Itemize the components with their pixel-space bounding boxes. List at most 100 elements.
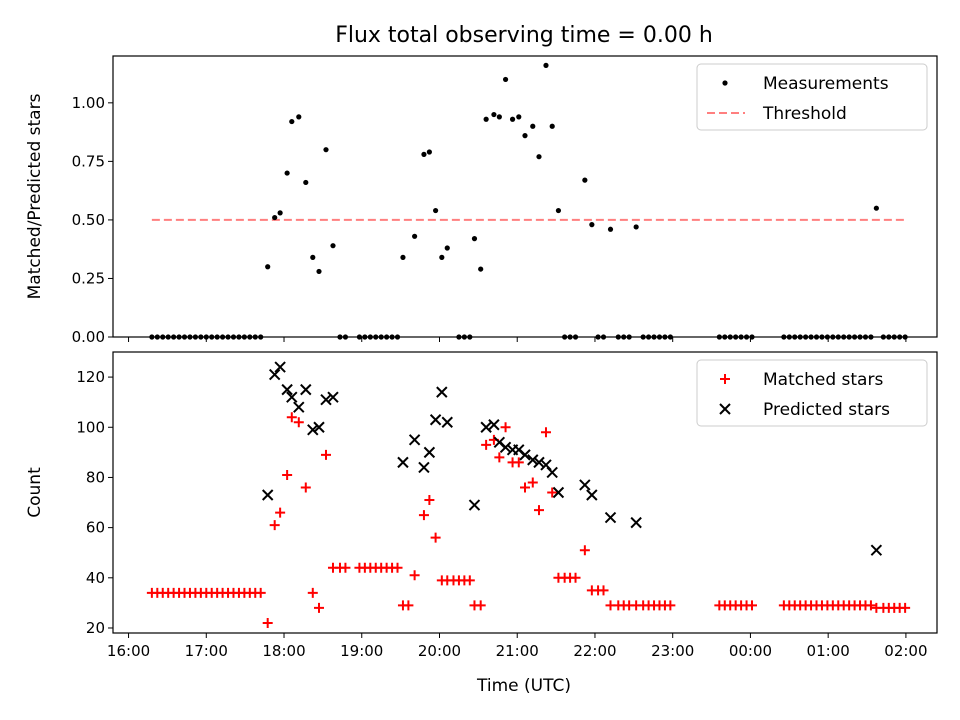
data-point — [268, 368, 281, 381]
x-tick-label: 18:00 — [262, 642, 305, 660]
data-point — [549, 123, 555, 129]
data-point — [262, 617, 273, 628]
data-point — [314, 602, 324, 613]
data-point — [483, 116, 489, 122]
data-point — [579, 545, 590, 556]
data-point — [496, 114, 502, 120]
data-point — [873, 205, 879, 211]
data-point — [746, 600, 757, 611]
y-tick-label: 0.25 — [72, 269, 105, 287]
data-point — [552, 486, 565, 499]
data-point — [423, 446, 436, 459]
data-point — [424, 495, 435, 506]
y-tick-label: 0.00 — [72, 328, 105, 346]
data-point — [430, 532, 441, 543]
data-point — [436, 386, 448, 398]
data-point — [475, 600, 486, 611]
data-point — [433, 207, 439, 214]
data-point — [604, 511, 617, 524]
data-point — [870, 544, 883, 556]
data-point — [330, 243, 336, 249]
y-tick-label: 1.00 — [72, 94, 105, 112]
data-point — [282, 469, 293, 480]
data-point — [320, 393, 332, 406]
data-point — [536, 154, 542, 160]
y-axis-label: Count — [25, 467, 45, 518]
data-point — [418, 510, 429, 521]
y-tick-label: 80 — [86, 468, 105, 486]
data-point — [300, 482, 311, 493]
data-point — [300, 383, 312, 396]
data-point — [313, 421, 325, 433]
data-point — [274, 361, 286, 373]
data-point — [520, 482, 530, 493]
legend: Matched stars Predicted stars — [696, 359, 928, 427]
data-point — [533, 505, 544, 516]
series-predicted-stars — [261, 361, 883, 556]
legend-label: Matched stars — [763, 370, 883, 390]
data-point — [281, 383, 293, 396]
x-tick-label: 22:00 — [573, 642, 616, 660]
x-tick-label: 00:00 — [729, 642, 772, 660]
data-point — [310, 254, 316, 260]
data-point — [543, 62, 549, 68]
data-point — [277, 210, 283, 216]
y-axis-label: Matched/Predicted stars — [25, 93, 45, 299]
data-point — [570, 572, 581, 583]
data-point — [265, 264, 271, 270]
y-tick-label: 60 — [86, 519, 105, 537]
x-tick-label: 16:00 — [107, 642, 150, 660]
x-tick-label: 01:00 — [807, 642, 850, 660]
data-point — [307, 424, 319, 436]
data-point — [500, 422, 511, 433]
data-point — [286, 412, 297, 423]
data-point — [418, 461, 430, 474]
data-point — [320, 449, 331, 460]
data-point — [255, 587, 266, 598]
data-point — [579, 479, 591, 491]
data-point — [527, 454, 539, 466]
data-point — [284, 170, 290, 176]
data-point — [464, 575, 475, 586]
data-point — [444, 245, 450, 251]
data-point — [582, 177, 588, 183]
data-point — [327, 391, 339, 403]
x-tick-label: 17:00 — [185, 642, 228, 660]
data-point — [412, 233, 418, 239]
y-tick-label: 20 — [86, 619, 105, 637]
data-point — [499, 441, 512, 454]
legend-box — [696, 359, 928, 427]
data-point — [429, 414, 442, 426]
data-point — [400, 254, 406, 260]
data-point — [519, 449, 531, 461]
data-point — [516, 114, 522, 120]
data-point — [293, 417, 304, 428]
data-point — [530, 123, 536, 129]
data-point — [439, 254, 445, 260]
data-point — [421, 151, 427, 157]
data-point — [481, 439, 492, 450]
data-point — [533, 456, 545, 469]
legend-label: Measurements — [763, 74, 889, 94]
data-point — [488, 419, 500, 431]
data-point — [296, 114, 302, 120]
data-point — [665, 600, 676, 611]
data-point — [403, 600, 414, 611]
data-point — [546, 466, 558, 479]
legend-swatch — [722, 80, 728, 86]
data-point — [340, 562, 351, 573]
x-tick-label: 23:00 — [651, 642, 694, 660]
x-tick-label: 20:00 — [418, 642, 461, 660]
x-tick-label: 19:00 — [340, 642, 383, 660]
y-tick-label: 0.50 — [72, 211, 105, 229]
data-point — [633, 224, 639, 230]
data-point — [397, 456, 409, 469]
data-point — [480, 421, 492, 433]
data-point — [491, 111, 497, 118]
data-point — [269, 520, 280, 531]
legend-label: Predicted stars — [763, 400, 890, 420]
data-point — [494, 452, 505, 463]
data-point — [293, 401, 305, 413]
ratio-panel: 0.00 0.25 0.50 0.75 1.00 Matched/Predicted st… — [25, 55, 938, 346]
